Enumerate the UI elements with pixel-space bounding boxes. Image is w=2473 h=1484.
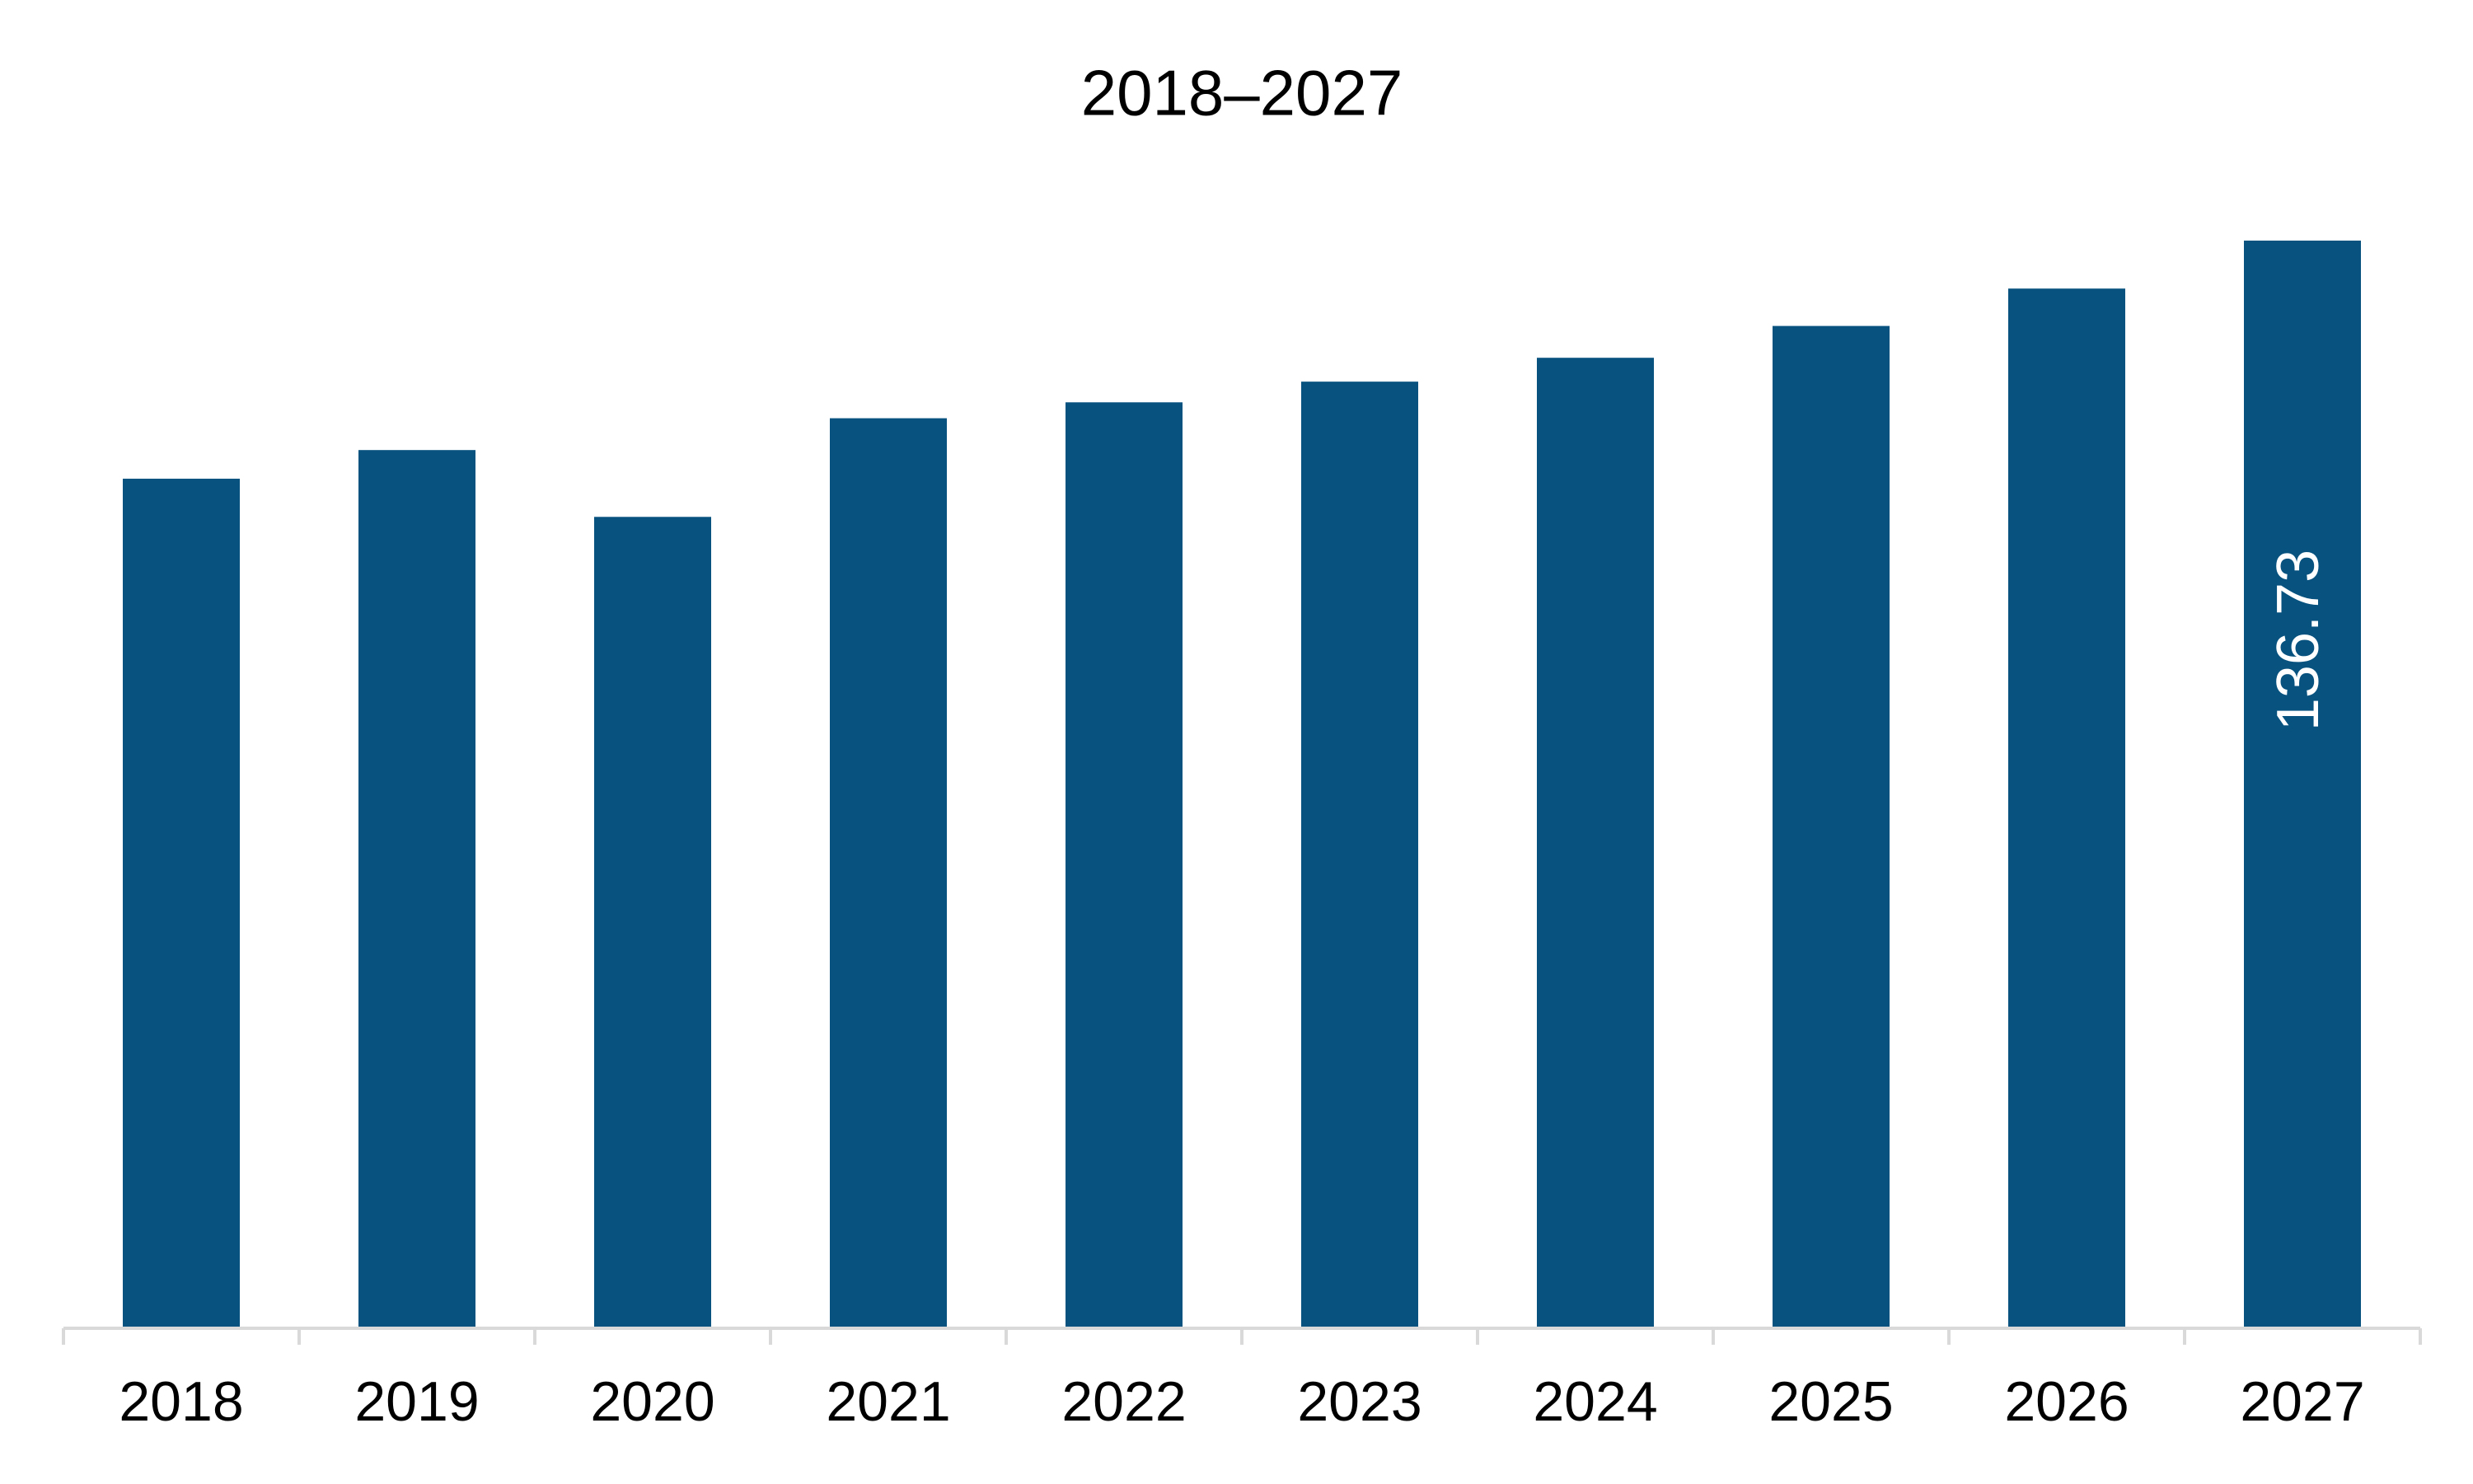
x-tick-label: 2021 — [826, 1370, 950, 1433]
bar — [830, 418, 947, 1329]
bar — [358, 450, 475, 1329]
bar — [1537, 358, 1654, 1328]
x-tick-label: 2026 — [2004, 1370, 2129, 1433]
x-tick-label: 2020 — [590, 1370, 714, 1433]
x-tick-label: 2023 — [1297, 1370, 1422, 1433]
bar — [2244, 241, 2361, 1328]
data-label: 136.73 — [2265, 550, 2331, 731]
x-tick-label: 2019 — [354, 1370, 479, 1433]
chart-title: 2018–2027 — [1081, 57, 1403, 129]
bar — [2008, 288, 2125, 1328]
x-tick-label: 2022 — [1061, 1370, 1186, 1433]
bar — [1773, 325, 1890, 1328]
bar — [1066, 402, 1183, 1328]
x-tick-label: 2024 — [1533, 1370, 1657, 1433]
bar — [123, 478, 240, 1329]
x-tick-label: 2018 — [119, 1370, 243, 1433]
x-tick-label: 2025 — [1768, 1370, 1893, 1433]
x-tick-label: 2027 — [2240, 1370, 2364, 1433]
bar — [594, 517, 711, 1328]
bar — [1301, 382, 1418, 1329]
